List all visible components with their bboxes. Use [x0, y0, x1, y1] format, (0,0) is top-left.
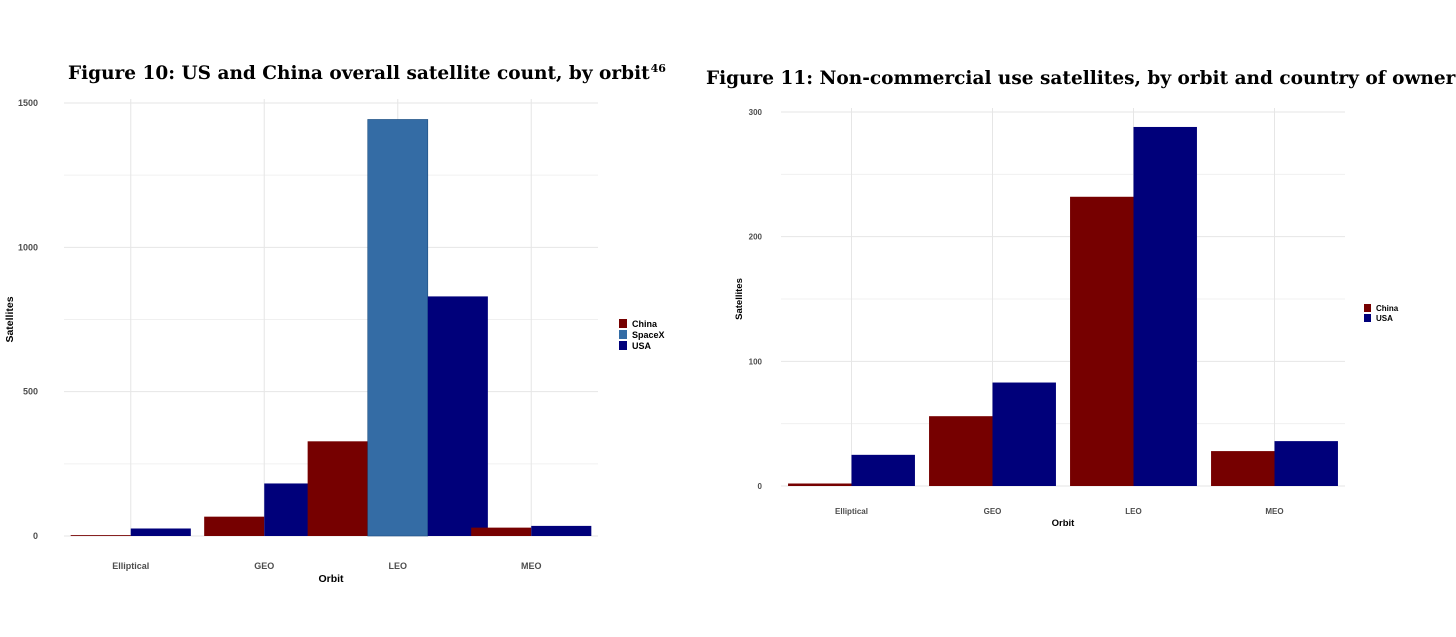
y-tick-label: 200 — [749, 233, 763, 242]
fig11-plot: 0 100 200 300 Elliptical GEO LEO MEO Orbit Satell… — [734, 108, 1399, 529]
x-tick-label: Elliptical — [835, 507, 868, 516]
bar-usa-elliptical — [130, 528, 191, 536]
x-tick-label: GEO — [984, 507, 1002, 516]
y-tick-label: 1000 — [18, 242, 38, 252]
fig10-plot: 0 500 1000 1500 Elliptical GEO LEO MEO Orbit Sate… — [4, 98, 665, 585]
y-axis-label: Satellites — [4, 296, 16, 342]
legend-label: USA — [632, 341, 652, 351]
legend-label: USA — [1376, 314, 1393, 323]
x-tick-label: Elliptical — [112, 561, 149, 571]
x-axis-label: Orbit — [1052, 518, 1076, 529]
bar-china-meo — [1211, 451, 1275, 486]
bar-china-geo — [929, 416, 993, 486]
bar-usa-leo — [427, 296, 488, 536]
x-tick-label: LEO — [388, 561, 407, 571]
x-tick-label: MEO — [521, 561, 542, 571]
bar-china-leo — [307, 441, 368, 536]
legend-swatch-usa — [619, 341, 627, 350]
footnote-marker: 46 — [650, 62, 666, 75]
x-tick-label: MEO — [1265, 507, 1283, 516]
y-axis-label: Satellites — [734, 278, 745, 320]
y-tick-label: 300 — [749, 108, 763, 117]
y-tick-label: 0 — [758, 482, 763, 491]
bar-china-leo — [1070, 196, 1134, 487]
bar-china-meo — [471, 527, 532, 536]
bar-usa-meo — [531, 525, 592, 536]
legend-swatch-china — [1364, 304, 1371, 312]
bar-china-elliptical — [70, 535, 131, 536]
y-tick-label: 0 — [33, 531, 38, 541]
bar-usa-meo — [1274, 441, 1338, 486]
y-tick-label: 1500 — [18, 98, 38, 108]
y-tick-label: 100 — [749, 357, 763, 366]
legend-label: SpaceX — [632, 330, 665, 340]
legend-label: China — [1376, 304, 1399, 313]
bar-usa-geo — [992, 382, 1056, 486]
bar-china-elliptical — [788, 483, 852, 486]
legend-swatch-spacex — [619, 330, 627, 339]
legend-swatch-china — [619, 319, 627, 328]
bar-spacex-leo — [367, 119, 429, 537]
x-tick-label: GEO — [254, 561, 274, 571]
y-tick-label: 500 — [23, 387, 38, 397]
bar-usa-leo — [1133, 126, 1197, 487]
figure-10-title: Figure 10: US and China overall satellit… — [68, 62, 666, 84]
bar-usa-elliptical — [851, 454, 915, 486]
figure-11-title: Figure 11: Non-commercial use satellites… — [706, 68, 1456, 89]
x-tick-label: LEO — [1125, 507, 1141, 516]
legend-swatch-usa — [1364, 314, 1371, 322]
x-axis-label: Orbit — [318, 573, 344, 585]
bar-china-geo — [204, 516, 265, 536]
legend-label: China — [632, 319, 658, 329]
